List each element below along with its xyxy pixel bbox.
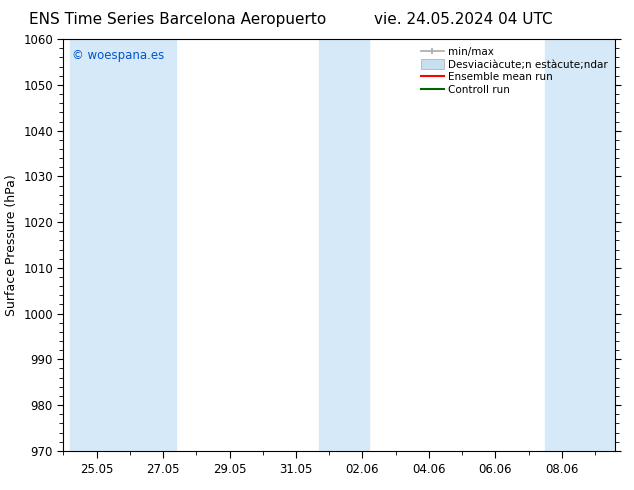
Bar <box>545 39 615 451</box>
Legend: min/max, Desviaciàcute;n estàcute;ndar, Ensemble mean run, Controll run: min/max, Desviaciàcute;n estàcute;ndar, … <box>419 45 610 98</box>
Y-axis label: Surface Pressure (hPa): Surface Pressure (hPa) <box>4 174 18 316</box>
Text: © woespana.es: © woespana.es <box>72 49 164 63</box>
Bar <box>320 39 369 451</box>
Bar <box>70 39 176 451</box>
Text: ENS Time Series Barcelona Aeropuerto: ENS Time Series Barcelona Aeropuerto <box>29 12 326 27</box>
Text: vie. 24.05.2024 04 UTC: vie. 24.05.2024 04 UTC <box>373 12 552 27</box>
